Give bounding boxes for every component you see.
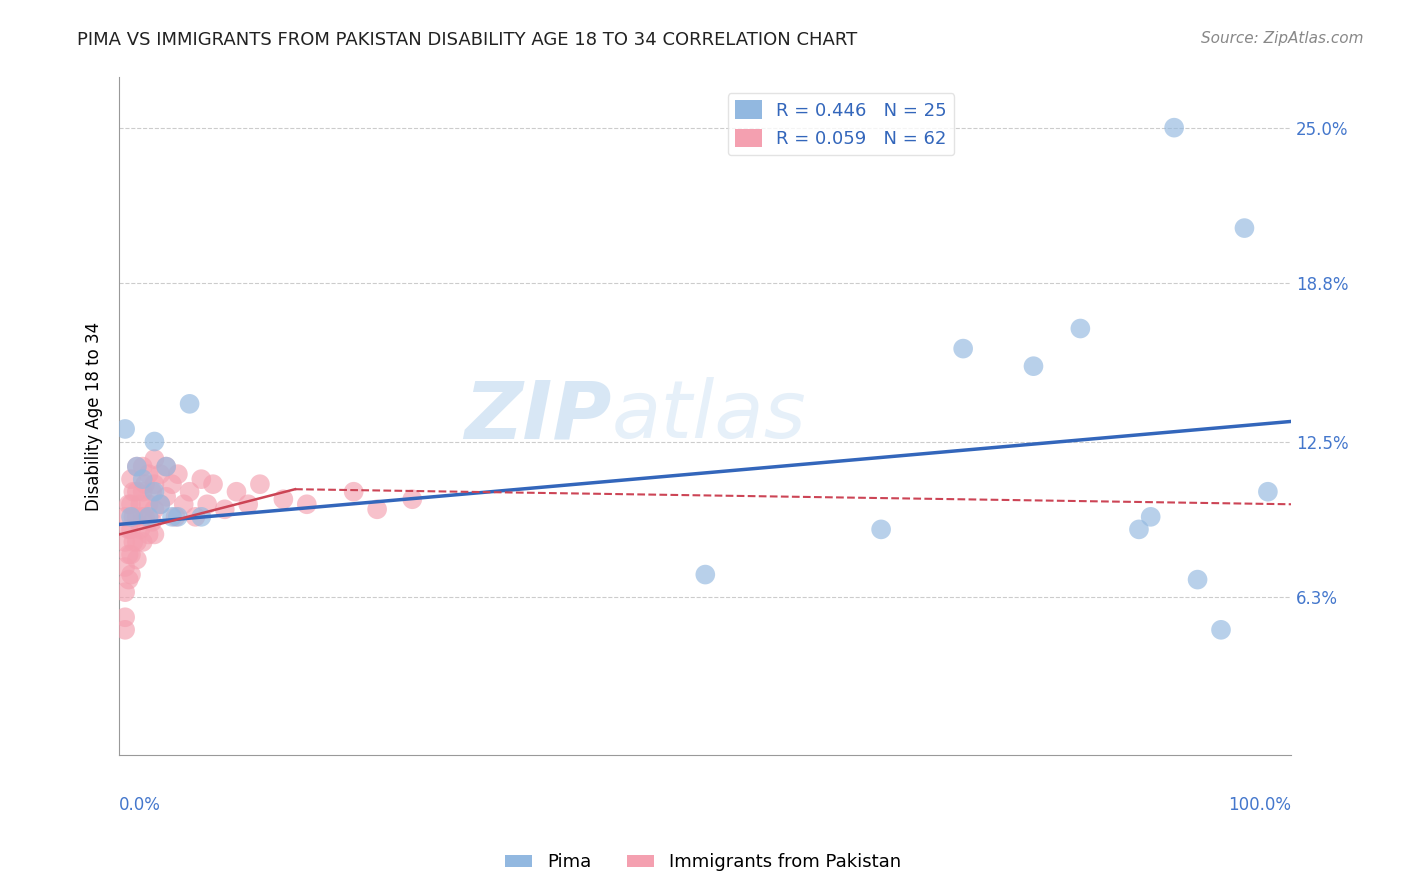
Point [143, 527, 166, 541]
Point [125, 535, 148, 549]
Point [134, 477, 156, 491]
Point [120, 509, 142, 524]
Point [114, 585, 136, 599]
Point [143, 484, 166, 499]
Text: PIMA VS IMMIGRANTS FROM PAKISTAN DISABILITY AGE 18 TO 34 CORRELATION CHART: PIMA VS IMMIGRANTS FROM PAKISTAN DISABIL… [77, 31, 858, 49]
Point [125, 459, 148, 474]
Point [295, 497, 318, 511]
Point [149, 467, 172, 482]
Point [120, 497, 142, 511]
Y-axis label: Disability Age 18 to 34: Disability Age 18 to 34 [86, 322, 103, 511]
Point [1128, 522, 1150, 536]
Point [1187, 573, 1209, 587]
Point [141, 484, 163, 499]
Point [202, 477, 225, 491]
Point [122, 484, 145, 499]
Point [138, 467, 160, 482]
Point [120, 567, 142, 582]
Point [1069, 321, 1091, 335]
Legend: Pima, Immigrants from Pakistan: Pima, Immigrants from Pakistan [498, 847, 908, 879]
Point [195, 497, 218, 511]
Point [114, 623, 136, 637]
Text: 100.0%: 100.0% [1229, 796, 1291, 814]
Point [149, 497, 172, 511]
Point [125, 509, 148, 524]
Point [179, 484, 201, 499]
Point [120, 548, 142, 562]
Point [155, 459, 177, 474]
Point [695, 567, 717, 582]
Text: atlas: atlas [612, 377, 806, 456]
Point [122, 509, 145, 524]
Point [160, 477, 183, 491]
Point [117, 497, 139, 511]
Point [1163, 120, 1185, 135]
Point [132, 459, 155, 474]
Point [129, 497, 152, 511]
Point [114, 610, 136, 624]
Point [114, 422, 136, 436]
Legend: R = 0.446   N = 25, R = 0.059   N = 62: R = 0.446 N = 25, R = 0.059 N = 62 [727, 94, 955, 155]
Point [143, 434, 166, 449]
Point [173, 497, 195, 511]
Point [117, 573, 139, 587]
Point [190, 509, 212, 524]
Point [125, 552, 148, 566]
Point [401, 492, 423, 507]
Point [132, 472, 155, 486]
Point [117, 548, 139, 562]
Point [167, 467, 190, 482]
Point [1209, 623, 1232, 637]
Point [343, 484, 366, 499]
Point [138, 509, 160, 524]
Point [179, 397, 201, 411]
Point [184, 509, 207, 524]
Point [155, 459, 177, 474]
Point [114, 509, 136, 524]
Point [120, 472, 142, 486]
Point [117, 522, 139, 536]
Point [190, 472, 212, 486]
Point [238, 497, 260, 511]
Point [143, 477, 166, 491]
Point [249, 477, 271, 491]
Point [122, 535, 145, 549]
Point [366, 502, 388, 516]
Point [132, 535, 155, 549]
Point [952, 342, 974, 356]
Point [125, 459, 148, 474]
Point [143, 452, 166, 467]
Point [1022, 359, 1045, 374]
Point [160, 509, 183, 524]
Point [125, 484, 148, 499]
Point [143, 502, 166, 516]
Text: 0.0%: 0.0% [120, 796, 162, 814]
Point [149, 497, 172, 511]
Point [155, 490, 177, 504]
Text: ZIP: ZIP [464, 377, 612, 456]
Point [114, 535, 136, 549]
Text: Source: ZipAtlas.com: Source: ZipAtlas.com [1201, 31, 1364, 46]
Point [120, 522, 142, 536]
Point [1257, 484, 1279, 499]
Point [132, 484, 155, 499]
Point [1139, 509, 1161, 524]
Point [225, 484, 247, 499]
Point [870, 522, 893, 536]
Point [214, 502, 236, 516]
Point [165, 509, 187, 524]
Point [273, 492, 295, 507]
Point [138, 527, 160, 541]
Point [138, 497, 160, 511]
Point [167, 509, 190, 524]
Point [114, 560, 136, 574]
Point [1233, 221, 1256, 235]
Point [129, 522, 152, 536]
Point [132, 509, 155, 524]
Point [141, 515, 163, 529]
Point [134, 509, 156, 524]
